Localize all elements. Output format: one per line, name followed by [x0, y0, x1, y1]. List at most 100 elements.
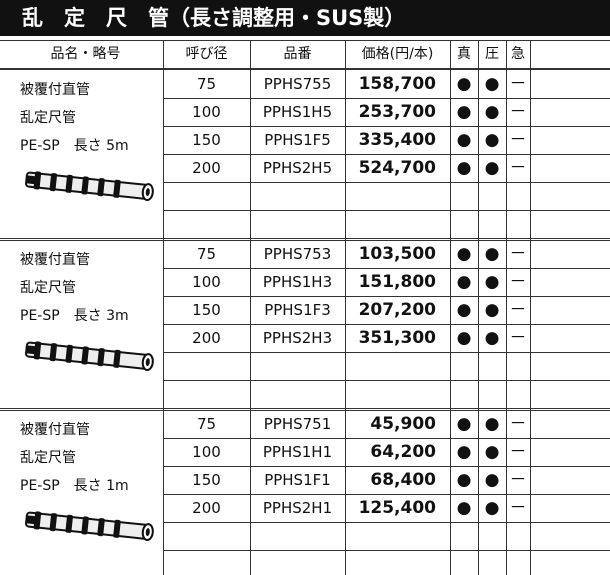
availability: ● — [484, 328, 500, 348]
nominal-size: 75 — [196, 415, 217, 433]
group-line — [0, 240, 610, 241]
pipe-icon — [25, 511, 154, 542]
row-line — [163, 352, 610, 353]
price: 524,700 — [358, 158, 436, 178]
availability: ● — [456, 130, 472, 150]
header-top-line — [0, 40, 610, 41]
availability: ● — [484, 272, 500, 292]
availability: － — [509, 102, 527, 122]
nominal-size: 75 — [196, 75, 217, 93]
price: 151,800 — [358, 272, 436, 292]
price: 125,400 — [358, 498, 436, 518]
availability: － — [509, 470, 527, 490]
price: 158,700 — [358, 74, 436, 94]
availability: － — [509, 328, 527, 348]
price: 253,700 — [358, 102, 436, 122]
column-header: 品名・略号 — [50, 46, 121, 62]
availability: － — [509, 74, 527, 94]
availability: ● — [484, 498, 500, 518]
availability: ● — [484, 300, 500, 320]
product-name: 被覆付直管 — [20, 252, 90, 268]
availability: ● — [484, 74, 500, 94]
pipe-icon — [25, 341, 154, 372]
availability: ● — [456, 300, 472, 320]
group-line — [0, 238, 610, 239]
column-line — [506, 40, 507, 575]
availability: ● — [456, 498, 472, 518]
part-number: PPHS1H1 — [262, 443, 333, 461]
price: 68,400 — [370, 470, 436, 490]
part-number: PPHS1H3 — [262, 273, 333, 291]
availability: ● — [484, 130, 500, 150]
part-number: PPHS2H1 — [262, 499, 333, 517]
price: 45,900 — [370, 414, 436, 434]
availability: ● — [456, 102, 472, 122]
title: 乱 定 尺 管（長さ調整用・SUS製） — [0, 0, 610, 36]
row-line — [163, 268, 610, 269]
availability: ● — [484, 158, 500, 178]
part-number: PPHS1F3 — [264, 301, 331, 319]
column-line — [478, 40, 479, 575]
row-line — [163, 438, 610, 439]
row-line — [163, 380, 610, 381]
availability: － — [509, 442, 527, 462]
nominal-size: 150 — [192, 131, 221, 149]
price: 351,300 — [358, 328, 436, 348]
availability: ● — [484, 442, 500, 462]
header-bottom-line — [0, 68, 610, 70]
row-line — [163, 182, 610, 183]
availability: ● — [484, 470, 500, 490]
availability: ● — [456, 244, 472, 264]
column-line — [163, 40, 164, 575]
availability: ● — [456, 158, 472, 178]
column-header: 真 — [457, 46, 471, 62]
pipe-icon — [25, 171, 154, 202]
availability: ● — [456, 442, 472, 462]
row-line — [163, 154, 610, 155]
row-line — [163, 210, 610, 211]
price: 335,400 — [358, 130, 436, 150]
nominal-size: 100 — [192, 103, 221, 121]
column-header: 圧 — [485, 46, 499, 62]
product-name: PE-SP 長さ 1m — [20, 478, 129, 494]
row-line — [163, 522, 610, 523]
availability: ● — [484, 244, 500, 264]
nominal-size: 75 — [196, 245, 217, 263]
product-name: 乱定尺管 — [20, 450, 76, 466]
nominal-size: 200 — [192, 329, 221, 347]
nominal-size: 100 — [192, 443, 221, 461]
part-number: PPHS2H5 — [262, 159, 333, 177]
group-line — [0, 408, 610, 409]
price: 103,500 — [358, 244, 436, 264]
availability: － — [509, 272, 527, 292]
nominal-size: 200 — [192, 499, 221, 517]
availability: ● — [456, 414, 472, 434]
column-header: 価格(円/本) — [361, 46, 434, 62]
availability: ● — [456, 272, 472, 292]
column-line — [250, 40, 251, 575]
availability: － — [509, 130, 527, 150]
part-number: PPHS751 — [263, 415, 332, 433]
part-number: PPHS753 — [263, 245, 332, 263]
product-name: 乱定尺管 — [20, 110, 76, 126]
product-name: 被覆付直管 — [20, 422, 90, 438]
column-line — [530, 40, 531, 575]
nominal-size: 150 — [192, 471, 221, 489]
column-line — [345, 40, 346, 575]
product-name: 被覆付直管 — [20, 82, 90, 98]
availability: ● — [456, 328, 472, 348]
price: 207,200 — [358, 300, 436, 320]
row-line — [163, 466, 610, 467]
part-number: PPHS1H5 — [262, 103, 333, 121]
column-header: 品番 — [283, 46, 312, 62]
row-line — [163, 494, 610, 495]
group-line — [0, 410, 610, 411]
product-name: PE-SP 長さ 3m — [20, 308, 129, 324]
availability: ● — [484, 102, 500, 122]
column-header: 呼び径 — [185, 46, 228, 62]
price: 64,200 — [370, 442, 436, 462]
part-number: PPHS1F1 — [264, 471, 331, 489]
product-name: 乱定尺管 — [20, 280, 76, 296]
row-line — [163, 324, 610, 325]
